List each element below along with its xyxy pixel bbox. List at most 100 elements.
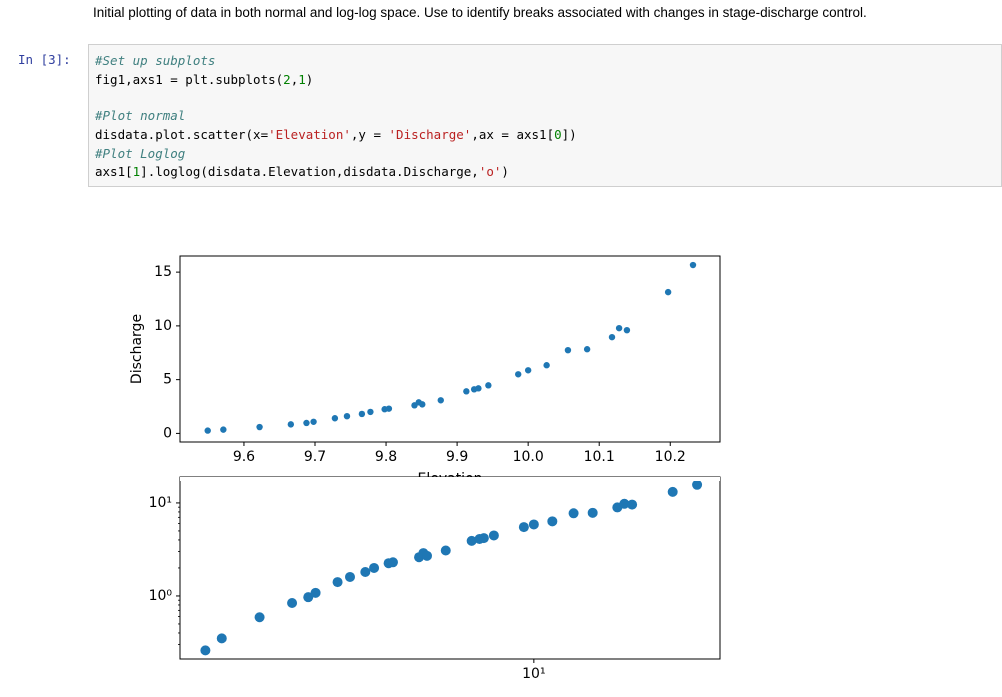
scatter-point xyxy=(543,362,550,369)
scatter-point xyxy=(256,423,263,431)
x-tick-label: 10.2 xyxy=(655,449,686,465)
scatter-point xyxy=(216,633,227,644)
scatter-point xyxy=(287,421,295,428)
y-axis-label: Discharge xyxy=(129,314,145,384)
scatter-point xyxy=(332,577,343,588)
code-token: 'Discharge' xyxy=(388,127,472,143)
x-tick-label: 10¹ xyxy=(522,666,545,682)
code-token: #Plot Loglog xyxy=(95,145,186,161)
scatter-point xyxy=(358,410,366,418)
scatter-point xyxy=(440,545,451,556)
y-tick-label: 10¹ xyxy=(149,495,172,511)
scatter-point xyxy=(466,535,477,546)
code-line: #Plot Loglog xyxy=(95,145,1001,164)
code-token: 1 xyxy=(132,164,141,180)
axes-overlap xyxy=(180,477,720,481)
scatter-point xyxy=(587,507,598,518)
scatter-point xyxy=(619,498,630,509)
code-cell[interactable]: #Set up subplots fig1,axs1 = plt.subplots… xyxy=(88,44,1002,187)
code-token: ,y = xyxy=(350,127,389,143)
y-tick-label: 10 xyxy=(154,318,172,334)
code-token: ) xyxy=(501,164,509,180)
y-tick-label: 10⁰ xyxy=(149,588,173,604)
axes-background xyxy=(179,255,721,443)
scatter-point xyxy=(518,522,529,533)
code-block: #Plot normal disdata.plot.scatter(x='Elev… xyxy=(89,107,1001,182)
scatter-point xyxy=(204,427,211,434)
code-token: ,ax = axs1[ xyxy=(471,127,555,143)
code-line: #Set up subplots xyxy=(95,52,1001,71)
scatter-point xyxy=(254,612,265,623)
scatter-point xyxy=(220,426,227,433)
scatter-point xyxy=(287,597,298,608)
scatter-point xyxy=(360,566,371,577)
scatter-point xyxy=(437,397,444,404)
scatter-point xyxy=(310,587,321,598)
code-line: fig1,axs1 = plt.subplots(2,1) xyxy=(95,71,1001,90)
code-token: ].loglog(disdata.Elevation,disdata.Disch… xyxy=(140,164,479,180)
scatter-point xyxy=(528,519,539,530)
y-tick-label: 15 xyxy=(154,264,172,280)
code-token: fig1,axs1 = plt.subplots( xyxy=(95,71,284,87)
scatter-point xyxy=(478,533,489,544)
scatter-point xyxy=(515,371,522,378)
code-token: , xyxy=(290,71,299,87)
scatter-point xyxy=(608,333,616,341)
code-block: #Set up subplots fig1,axs1 = plt.subplots… xyxy=(89,52,1001,89)
cell-prompt: In [3]: xyxy=(18,52,71,67)
scatter-point xyxy=(331,415,339,422)
scatter-point xyxy=(627,499,638,510)
x-tick-label: 9.9 xyxy=(446,449,468,465)
axes-background xyxy=(179,476,721,660)
code-line: #Plot normal xyxy=(95,107,1001,126)
code-token: 1 xyxy=(298,71,306,87)
y-tick-label: 0 xyxy=(163,425,172,441)
code-token: ]) xyxy=(561,127,577,143)
code-line: axs1[1].loglog(disdata.Elevation,disdata… xyxy=(95,163,1001,182)
scatter-point xyxy=(485,382,492,389)
scatter-point xyxy=(488,530,499,541)
scatter-point xyxy=(664,288,672,296)
x-tick-label: 10.0 xyxy=(513,449,544,465)
code-token: 'o' xyxy=(478,164,502,180)
code-token: #Set up subplots xyxy=(95,53,216,68)
scatter-point xyxy=(310,418,317,425)
scatter-point xyxy=(524,367,532,374)
code-token: 'Elevation' xyxy=(268,127,351,143)
scatter-point xyxy=(583,346,591,353)
scatter-point xyxy=(344,571,355,582)
scatter-point xyxy=(564,346,572,354)
scatter-point xyxy=(387,557,398,568)
code-token: #Plot normal xyxy=(95,108,186,124)
scatter-point xyxy=(475,385,482,392)
scatter-point xyxy=(623,326,631,334)
y-tick-label: 5 xyxy=(163,372,172,388)
scatter-point xyxy=(463,388,470,395)
code-token: 2 xyxy=(283,71,291,87)
scatter-point xyxy=(200,645,211,656)
code-token: disdata.plot.scatter(x= xyxy=(95,127,269,143)
scatter-point xyxy=(419,401,426,408)
scatter-point xyxy=(367,408,374,416)
x-tick-label: 9.6 xyxy=(233,449,255,465)
code-line: disdata.plot.scatter(x='Elevation',y = '… xyxy=(95,126,1001,145)
scatter-point xyxy=(568,508,579,519)
code-token: axs1[ xyxy=(95,164,133,180)
code-token: 0 xyxy=(554,127,562,143)
x-tick-label: 10.1 xyxy=(584,449,615,465)
scatter-point xyxy=(689,261,697,269)
scatter-point xyxy=(667,486,678,497)
scatter-point xyxy=(615,324,623,332)
scatter-point xyxy=(303,419,310,427)
scatter-point xyxy=(692,479,703,490)
scatter-point xyxy=(369,562,380,573)
x-tick-label: 9.8 xyxy=(375,449,397,465)
scatter-point xyxy=(421,550,432,561)
scatter-point xyxy=(385,405,393,412)
code-token: ) xyxy=(305,71,314,87)
scatter-point xyxy=(547,516,558,527)
scatter-point xyxy=(303,592,314,603)
scatter-point xyxy=(343,412,351,420)
